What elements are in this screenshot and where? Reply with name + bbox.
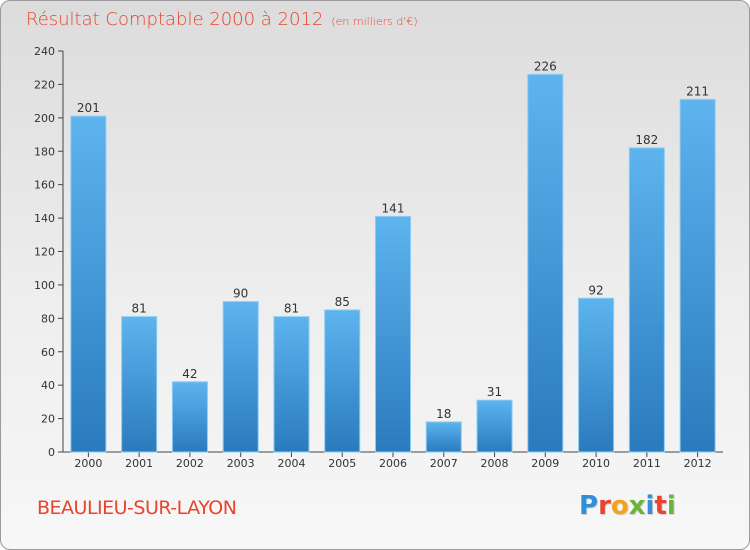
bar-2006 [375,215,411,453]
x-tick-label-2007: 2007 [430,457,458,470]
x-tick-label-2004: 2004 [277,457,305,470]
labels: 201 2000 81 2001 42 2002 90 2003 81 2004 85 2005 141… [74,59,711,470]
x-tick-label-2002: 2002 [176,457,204,470]
value-label-2008: 31 [487,385,502,399]
logo-letter: r [598,491,611,521]
bar-2009 [527,73,564,453]
chart-title: Résultat Comptable 2000 à 2012 (en millie… [26,9,418,30]
logo-letter: i [645,491,655,521]
x-tick-label-2003: 2003 [227,457,255,470]
y-tick-label: 200 [34,112,55,125]
bar-2007 [425,421,462,453]
chart-title-text: Résultat Comptable 2000 à 2012 [26,9,324,30]
y-tick-label: 60 [41,346,55,359]
proxiti-logo[interactable]: Proxiti [579,491,676,521]
logo-letter: x [628,491,646,521]
y-tick-label: 120 [34,246,55,259]
bar-2001 [121,316,158,453]
x-tick-label-2012: 2012 [684,457,712,470]
x-tick-label-2001: 2001 [125,457,153,470]
value-label-2011: 182 [635,133,658,147]
y-tick-label: 160 [34,179,55,192]
x-tick-label-2009: 2009 [531,457,559,470]
value-label-2002: 42 [182,367,197,381]
value-label-2010: 92 [588,283,603,297]
x-tick-label-2011: 2011 [633,457,661,470]
bar-2008 [476,399,513,453]
value-label-2012: 211 [686,84,709,98]
chart-subtitle: (en milliers d'€) [331,15,418,28]
value-label-2009: 226 [534,59,557,73]
logo-letter: t [654,491,667,521]
logo-letter: P [579,491,599,521]
value-label-2001: 81 [132,302,147,316]
logo-letter: o [610,491,629,521]
x-tick-label-2008: 2008 [481,457,509,470]
y-tick-label: 220 [34,78,55,91]
y-tick-label: 180 [34,145,55,158]
value-label-2003: 90 [233,287,248,301]
city-name: BEAULIEU-SUR-LAYON [37,497,237,519]
bar-2003 [222,301,259,453]
bar-2000 [70,115,107,453]
y-tick-label: 80 [41,312,55,325]
bar-2010 [578,297,615,453]
y-tick-label: 20 [41,413,55,426]
bar-2004 [273,316,310,453]
x-tick-label-2005: 2005 [328,457,356,470]
y-tick-label: 140 [34,212,55,225]
x-tick-label-2000: 2000 [74,457,102,470]
bar-2005 [324,309,361,453]
y-tick-label: 0 [48,446,55,459]
y-tick-label: 240 [34,45,55,58]
value-label-2005: 85 [335,295,350,309]
y-tick-label: 100 [34,279,55,292]
bars [70,73,716,453]
x-tick-label-2010: 2010 [582,457,610,470]
bar-2011 [628,147,665,453]
value-label-2000: 201 [77,101,100,115]
bar-2012 [679,98,716,453]
bar-2002 [171,381,208,453]
value-label-2004: 81 [284,302,299,316]
value-label-2006: 141 [382,201,405,215]
value-label-2007: 18 [436,407,451,421]
x-tick-label-2006: 2006 [379,457,407,470]
logo-letter: i [666,491,676,521]
y-tick-label: 40 [41,379,55,392]
